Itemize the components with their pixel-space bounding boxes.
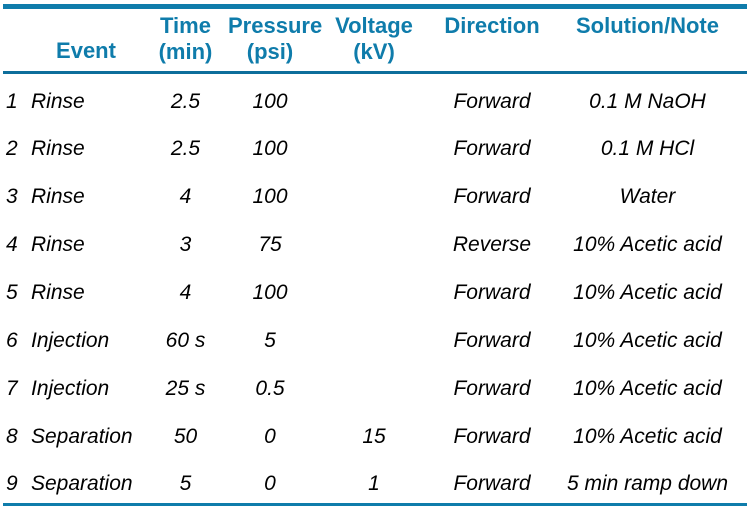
cell-time: 4 (179, 185, 192, 208)
cell-solution: 0.1 M HCl (600, 137, 695, 160)
cell-direction: Forward (453, 185, 531, 208)
cell-num: 1 (6, 89, 18, 113)
cell-time: 4 (179, 281, 192, 304)
cell-pressure: 100 (252, 281, 288, 304)
cell-direction: Forward (453, 472, 531, 496)
cell-solution: 10% Acetic acid (573, 377, 722, 400)
cell-pressure: 100 (252, 137, 288, 160)
cell-direction: Forward (453, 137, 531, 160)
column-header-num (3, 6, 29, 74)
cell-time: 2.5 (170, 89, 201, 113)
cell-direction: Forward (453, 281, 531, 304)
cell-event: Rinse (31, 185, 85, 208)
cell-direction: Forward (453, 377, 531, 400)
cell-time: 50 (173, 425, 198, 448)
cell-pressure: 0 (264, 425, 276, 448)
cell-voltage (312, 73, 436, 121)
cell-pressure: 5 (264, 329, 276, 352)
cell-num: 2 (6, 137, 18, 160)
column-header-solution: Solution/Note (548, 6, 747, 74)
cell-direction: Reverse (452, 233, 532, 256)
cell-pressure: 100 (252, 89, 288, 113)
cell-time: 25 s (165, 377, 206, 400)
column-header-pressure: Pressure (psi) (228, 6, 323, 74)
cell-num: 5 (6, 281, 18, 304)
table-row: 3 Rinse 4 100 Forward Water (3, 169, 747, 217)
cell-num: 9 (6, 472, 18, 496)
table-row: 4 Rinse 3 75 Reverse 10% Acetic acid (3, 217, 747, 265)
cell-num: 4 (6, 233, 18, 256)
cell-time: 5 (179, 472, 192, 496)
cell-solution: 10% Acetic acid (573, 425, 722, 448)
header-row: Event Time (min) Pressure (psi) Voltage … (3, 6, 747, 74)
table-row: 1 Rinse 2.5 100 Forward 0.1 M NaOH (3, 73, 747, 121)
table-row: 5 Rinse 4 100 Forward 10% Acetic acid (3, 265, 747, 313)
table-row: 2 Rinse 2.5 100 Forward 0.1 M HCl (3, 121, 747, 169)
cell-solution: 0.1 M NaOH (589, 89, 706, 113)
cell-pressure: 75 (258, 233, 282, 256)
table-row: 9 Separation 5 0 1 Forward 5 min ramp down (3, 457, 747, 505)
cell-time: 60 s (165, 329, 206, 352)
table-row: 6 Injection 60 s 5 Forward 10% Acetic acid (3, 313, 747, 361)
column-header-label: Time (160, 13, 211, 38)
cell-num: 7 (6, 377, 18, 400)
cell-time: 3 (179, 233, 192, 256)
table-row: 7 Injection 25 s 0.5 Forward 10% Acetic acid (3, 361, 747, 409)
cell-voltage (312, 361, 436, 409)
column-header-label: Solution/Note (576, 13, 719, 38)
column-header-label: Pressure (228, 13, 323, 38)
cell-voltage: 1 (368, 472, 380, 496)
table-body: 1 Rinse 2.5 100 Forward 0.1 M NaOH 2 Rinse 2.5 10… (3, 73, 747, 505)
cell-num: 8 (6, 425, 18, 448)
cell-voltage (312, 265, 436, 313)
column-header-direction: Direction (436, 6, 548, 74)
column-header-sublabel: (kV) (353, 39, 395, 64)
cell-direction: Forward (453, 89, 531, 113)
cell-event: Rinse (31, 233, 85, 256)
cell-solution: 5 min ramp down (566, 472, 729, 496)
column-header-voltage: Voltage (kV) (312, 6, 436, 74)
cell-event: Rinse (31, 89, 85, 113)
capillary-method-table: Event Time (min) Pressure (psi) Voltage … (3, 4, 747, 506)
cell-voltage (312, 313, 436, 361)
cell-solution: 10% Acetic acid (573, 329, 722, 352)
cell-num: 3 (6, 185, 18, 208)
cell-pressure: 0.5 (255, 377, 285, 400)
cell-event: Separation (31, 472, 133, 496)
cell-event: Injection (31, 329, 110, 352)
cell-solution: 10% Acetic acid (573, 281, 722, 304)
column-header-label: Event (56, 38, 116, 63)
cell-event: Rinse (31, 281, 85, 304)
column-header-label: Direction (444, 13, 540, 38)
cell-voltage (312, 169, 436, 217)
column-header-time: Time (min) (143, 6, 228, 74)
cell-event: Rinse (31, 137, 85, 160)
table-row: 8 Separation 50 0 15 Forward 10% Acetic acid (3, 409, 747, 457)
cell-voltage: 15 (362, 425, 386, 448)
column-header-event: Event (29, 6, 143, 74)
column-header-sublabel: (min) (158, 39, 213, 64)
table-header: Event Time (min) Pressure (psi) Voltage … (3, 6, 747, 74)
cell-solution: Water (619, 185, 676, 208)
column-header-label: Voltage (335, 13, 413, 38)
cell-voltage (312, 217, 436, 265)
cell-event: Injection (31, 377, 110, 400)
cell-event: Separation (31, 425, 133, 448)
cell-num: 6 (6, 329, 18, 352)
cell-pressure: 100 (252, 185, 288, 208)
cell-direction: Forward (453, 425, 531, 448)
column-header-sublabel: (psi) (246, 39, 294, 64)
cell-voltage (312, 121, 436, 169)
cell-pressure: 0 (264, 472, 276, 496)
cell-time: 2.5 (170, 137, 201, 160)
cell-solution: 10% Acetic acid (573, 233, 722, 256)
cell-direction: Forward (453, 329, 531, 352)
